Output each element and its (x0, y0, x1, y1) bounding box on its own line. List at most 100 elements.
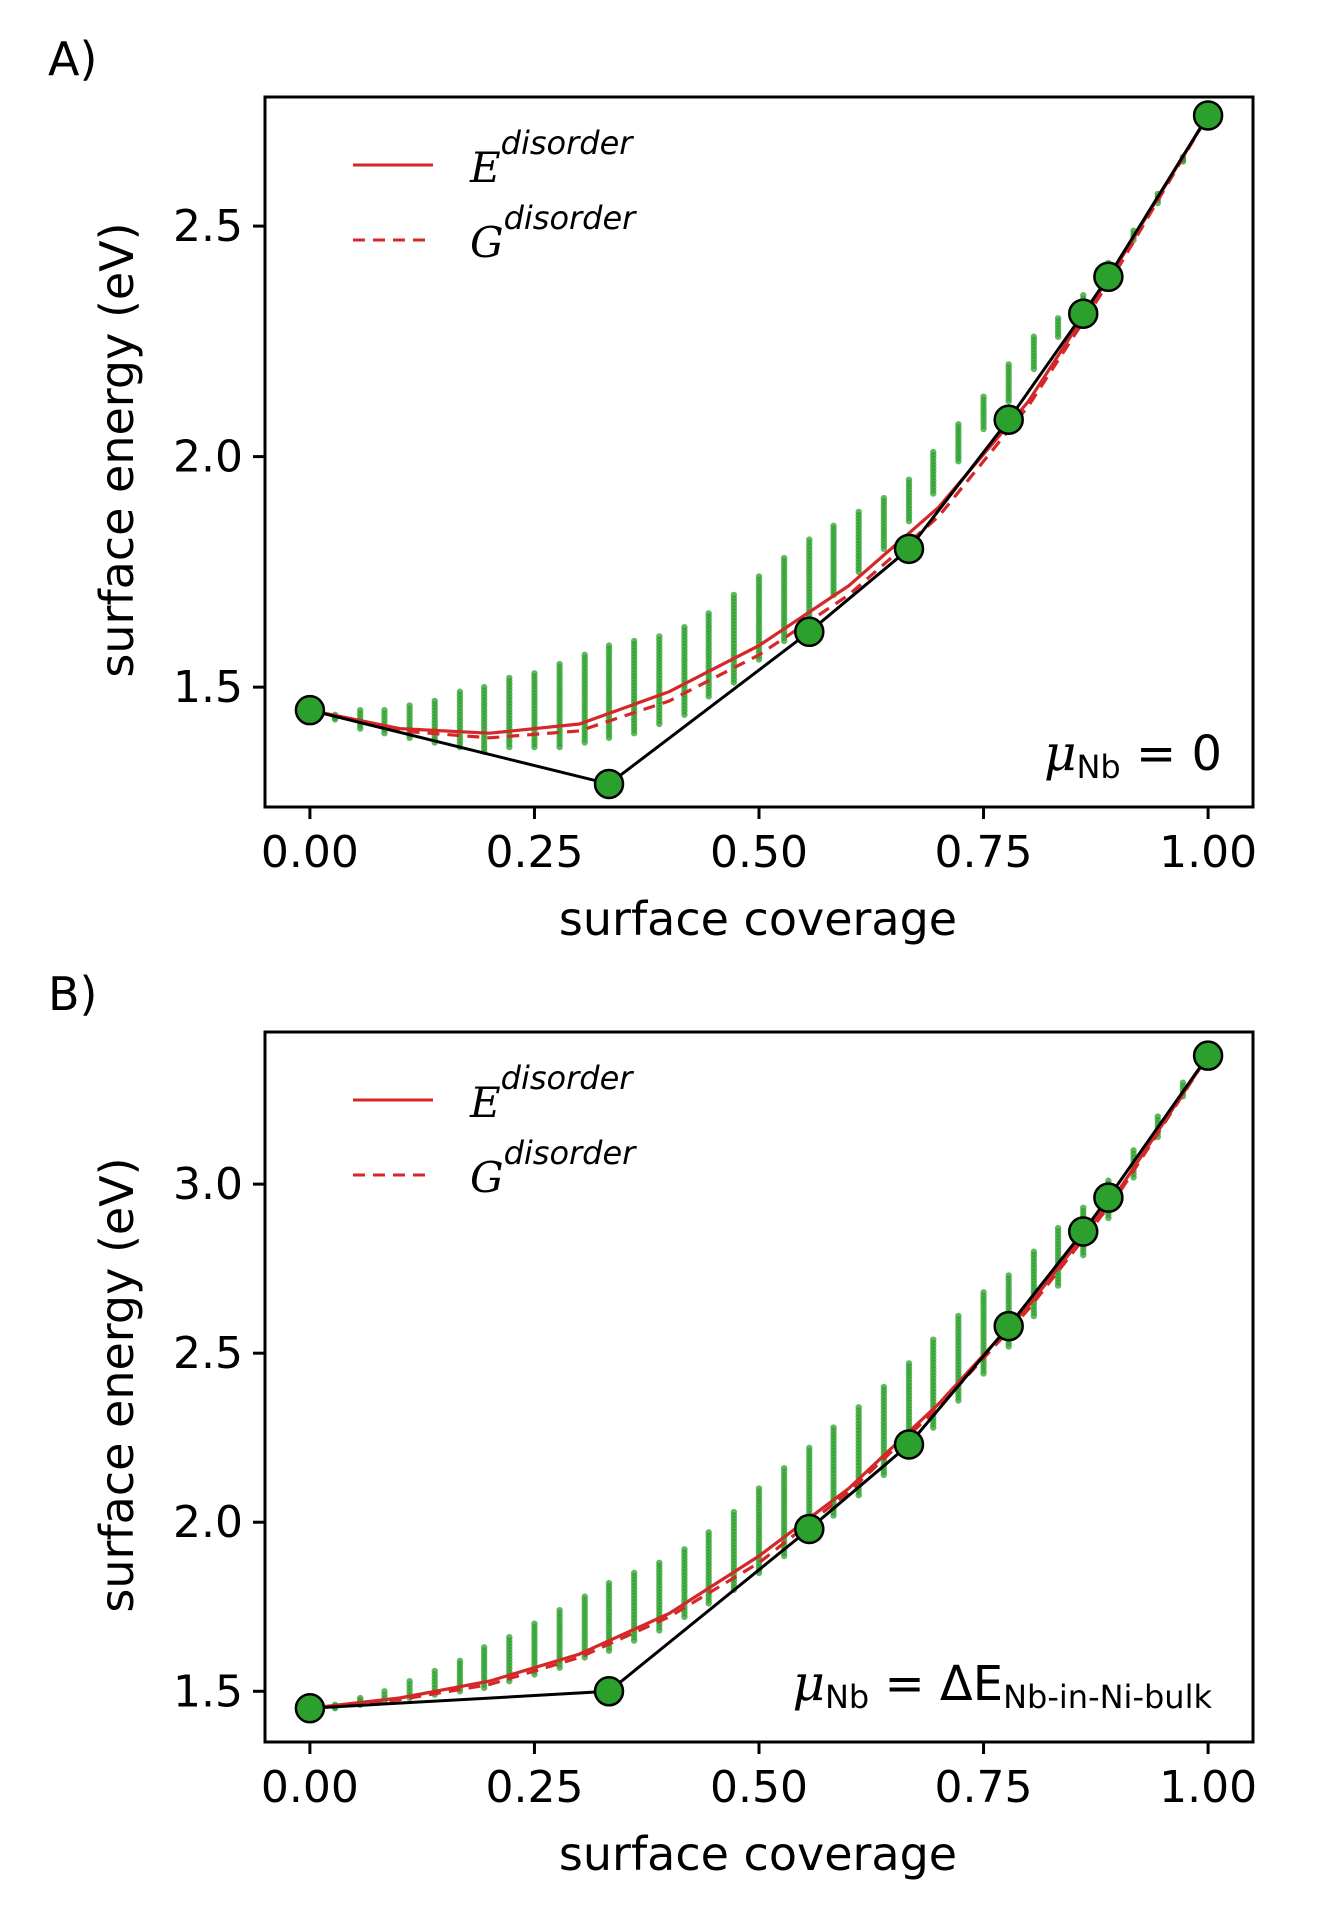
hull-point (993, 404, 1024, 435)
scatter-point (980, 1289, 987, 1296)
x-tick-label: 0.25 (485, 1762, 583, 1813)
y-tick-label: 2.5 (173, 1328, 243, 1379)
y-tick-label: 2.0 (173, 1497, 243, 1548)
scatter-point (705, 610, 712, 617)
x-tick-label: 1.00 (1159, 1762, 1257, 1813)
scatter-point (830, 522, 837, 529)
panel-a-y-axis-label: surface energy (eV) (90, 222, 144, 677)
panel-a-hull (294, 100, 1224, 800)
scatter-point (755, 1485, 763, 1492)
y-tick-label: 1.5 (173, 662, 243, 713)
scatter-point (955, 1312, 962, 1320)
panel-b-y-ticks: 1.5 2.0 2.5 3.0 (173, 1159, 265, 1717)
scatter-point (531, 670, 538, 677)
scatter-point (905, 476, 913, 483)
hull-point (294, 1692, 326, 1724)
scatter-point (406, 1677, 413, 1685)
scatter-point (681, 1546, 688, 1553)
hull-point (1192, 100, 1224, 131)
legend-g-label: Gdisorder (470, 199, 637, 267)
panel-b-x-ticks: 0.00 0.25 0.50 0.75 1.00 (261, 1742, 1257, 1813)
x-tick-label: 0.00 (261, 827, 359, 878)
panel-b-label: B) (48, 967, 98, 1021)
panel-a-label: A) (48, 32, 97, 86)
scatter-point (480, 1644, 488, 1651)
hull-line (309, 1054, 1210, 1710)
panel-a-x-axis-label: surface coverage (559, 892, 957, 946)
x-tick-label: 0.25 (485, 827, 583, 878)
scatter-point (357, 706, 364, 714)
hull-point (794, 1513, 825, 1545)
panel-b-curves (309, 1054, 1210, 1710)
x-tick-label: 0.75 (935, 1762, 1033, 1813)
scatter-point (406, 702, 413, 709)
hull-point (1093, 1182, 1124, 1213)
legend-g-label: Gdisorder (470, 1134, 637, 1202)
scatter-point (730, 1508, 738, 1516)
scatter-point (630, 1569, 638, 1577)
panel-b: B) 1.5 2.0 2.5 3.0 0.00 0.25 0.50 0.75 1.00 Edi… (48, 967, 1257, 1881)
panel-a: A) 1.5 2.0 2.5 0.00 0.25 0.50 0.75 1.00 Edisor… (48, 32, 1257, 946)
y-tick-label: 1.5 (173, 1666, 243, 1717)
scatter-point (431, 1667, 438, 1675)
scatter-point (681, 623, 688, 631)
scatter-point (930, 448, 937, 456)
scatter-point (905, 1360, 913, 1367)
scatter-point (780, 554, 788, 562)
panel-b-x-axis-label: surface coverage (559, 1827, 957, 1881)
scatter-point (1130, 1147, 1137, 1154)
x-tick-label: 0.75 (935, 827, 1033, 878)
panel-b-plot-frame (263, 1030, 1255, 1744)
scatter-point (880, 1383, 888, 1391)
scatter-point (880, 494, 888, 502)
hull-point (993, 1310, 1024, 1342)
hull-point (593, 1676, 625, 1707)
x-tick-label: 0.50 (710, 1762, 808, 1813)
scatter-point (1179, 1079, 1187, 1086)
hull-point (893, 1429, 925, 1460)
scatter-point (506, 1633, 513, 1641)
e-disorder-curve (309, 114, 1210, 735)
scatter-point (830, 1424, 837, 1431)
scatter-point (780, 1464, 788, 1472)
scatter-point (456, 688, 464, 695)
hull-point (893, 533, 925, 565)
scatter-point (1105, 1177, 1112, 1184)
e-disorder-curve (309, 1054, 1210, 1710)
panel-a-mu-annotation: μNb = 0 (1044, 724, 1222, 786)
scatter-point (1030, 333, 1038, 340)
y-tick-label: 3.0 (173, 1159, 243, 1210)
scatter-point (930, 1336, 937, 1343)
x-tick-label: 0.50 (710, 827, 808, 878)
panel-b-y-axis-label: surface energy (eV) (90, 1157, 144, 1612)
scatter-point (556, 660, 563, 668)
panel-a-y-ticks: 1.5 2.0 2.5 (173, 201, 265, 713)
scatter-point (1080, 1204, 1087, 1212)
scatter-point (1054, 315, 1062, 322)
panel-a-legend: Edisorder Gdisorder (353, 124, 637, 267)
hull-point (1067, 298, 1099, 329)
scatter-point (605, 1579, 613, 1587)
scatter-point (1054, 1224, 1062, 1232)
scatter-point (1005, 1272, 1012, 1279)
hull-point (294, 694, 326, 726)
scatter-point (855, 508, 862, 516)
panel-a-scatter (331, 153, 1187, 755)
scatter-point (806, 1444, 813, 1452)
scatter-point (1005, 361, 1012, 368)
legend-e-label: Edisorder (469, 1059, 634, 1127)
panel-b-legend: Edisorder Gdisorder (353, 1059, 637, 1202)
panel-b-hull (294, 1040, 1224, 1724)
y-tick-label: 2.5 (173, 201, 243, 252)
scatter-point (656, 633, 663, 640)
scatter-point (381, 1688, 388, 1695)
x-tick-label: 0.00 (261, 1762, 359, 1813)
scatter-point (357, 1694, 364, 1702)
y-tick-label: 2.0 (173, 432, 243, 483)
scatter-point (730, 591, 738, 599)
scatter-point (755, 573, 763, 580)
scatter-point (431, 697, 438, 705)
panel-b-scatter (331, 1079, 1187, 1712)
hull-point (1067, 1216, 1099, 1247)
scatter-point (506, 674, 513, 682)
